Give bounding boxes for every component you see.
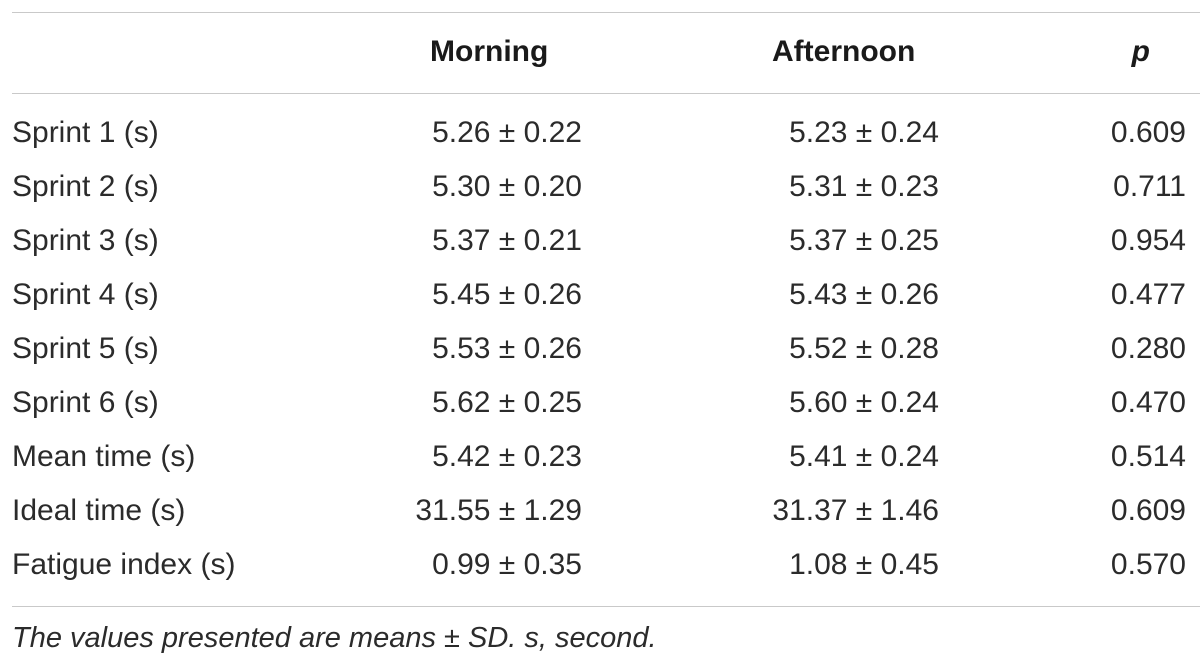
row-label: Sprint 1 (s) [12, 116, 159, 149]
row-label: Sprint 6 (s) [12, 386, 159, 419]
p-value: 0.570 [1110, 548, 1186, 581]
morning-value: 5.26 ± 0.22 [432, 116, 582, 149]
afternoon-value: 5.23 ± 0.24 [789, 116, 939, 149]
column-header-p: p [1131, 35, 1150, 68]
morning-value: 5.30 ± 0.20 [432, 170, 582, 203]
afternoon-value: 31.37 ± 1.46 [772, 494, 939, 527]
p-value: 0.280 [1110, 332, 1186, 365]
row-label: Mean time (s) [12, 440, 196, 473]
row-label: Sprint 3 (s) [12, 224, 159, 257]
afternoon-value: 1.08 ± 0.45 [789, 548, 939, 581]
afternoon-value: 5.60 ± 0.24 [789, 386, 939, 419]
p-value: 0.514 [1110, 440, 1186, 473]
p-value: 0.609 [1110, 116, 1186, 149]
morning-value: 31.55 ± 1.29 [415, 494, 582, 527]
row-label: Sprint 5 (s) [12, 332, 159, 365]
morning-value: 5.62 ± 0.25 [432, 386, 582, 419]
morning-value: 5.37 ± 0.21 [432, 224, 582, 257]
column-header-morning: Morning [430, 35, 549, 68]
morning-value: 5.45 ± 0.26 [432, 278, 582, 311]
row-label: Sprint 2 (s) [12, 170, 159, 203]
p-value: 0.470 [1110, 386, 1186, 419]
table-bottom-rule [12, 606, 1200, 607]
afternoon-value: 5.43 ± 0.26 [789, 278, 939, 311]
column-header-afternoon: Afternoon [772, 35, 916, 68]
row-label: Ideal time (s) [12, 494, 186, 527]
p-value: 0.609 [1110, 494, 1186, 527]
morning-value: 0.99 ± 0.35 [432, 548, 582, 581]
afternoon-value: 5.41 ± 0.24 [789, 440, 939, 473]
row-label: Fatigue index (s) [12, 548, 236, 581]
p-value: 0.477 [1110, 278, 1186, 311]
morning-value: 5.42 ± 0.23 [432, 440, 582, 473]
afternoon-value: 5.37 ± 0.25 [789, 224, 939, 257]
morning-value: 5.53 ± 0.26 [432, 332, 582, 365]
table-header-rule [12, 93, 1200, 94]
p-value: 0.711 [1113, 170, 1186, 203]
table-top-rule [12, 12, 1200, 13]
afternoon-value: 5.31 ± 0.23 [789, 170, 939, 203]
p-value: 0.954 [1110, 224, 1186, 257]
row-label: Sprint 4 (s) [12, 278, 159, 311]
table-footnote: The values presented are means ± SD. s, … [12, 622, 657, 654]
afternoon-value: 5.52 ± 0.28 [789, 332, 939, 365]
